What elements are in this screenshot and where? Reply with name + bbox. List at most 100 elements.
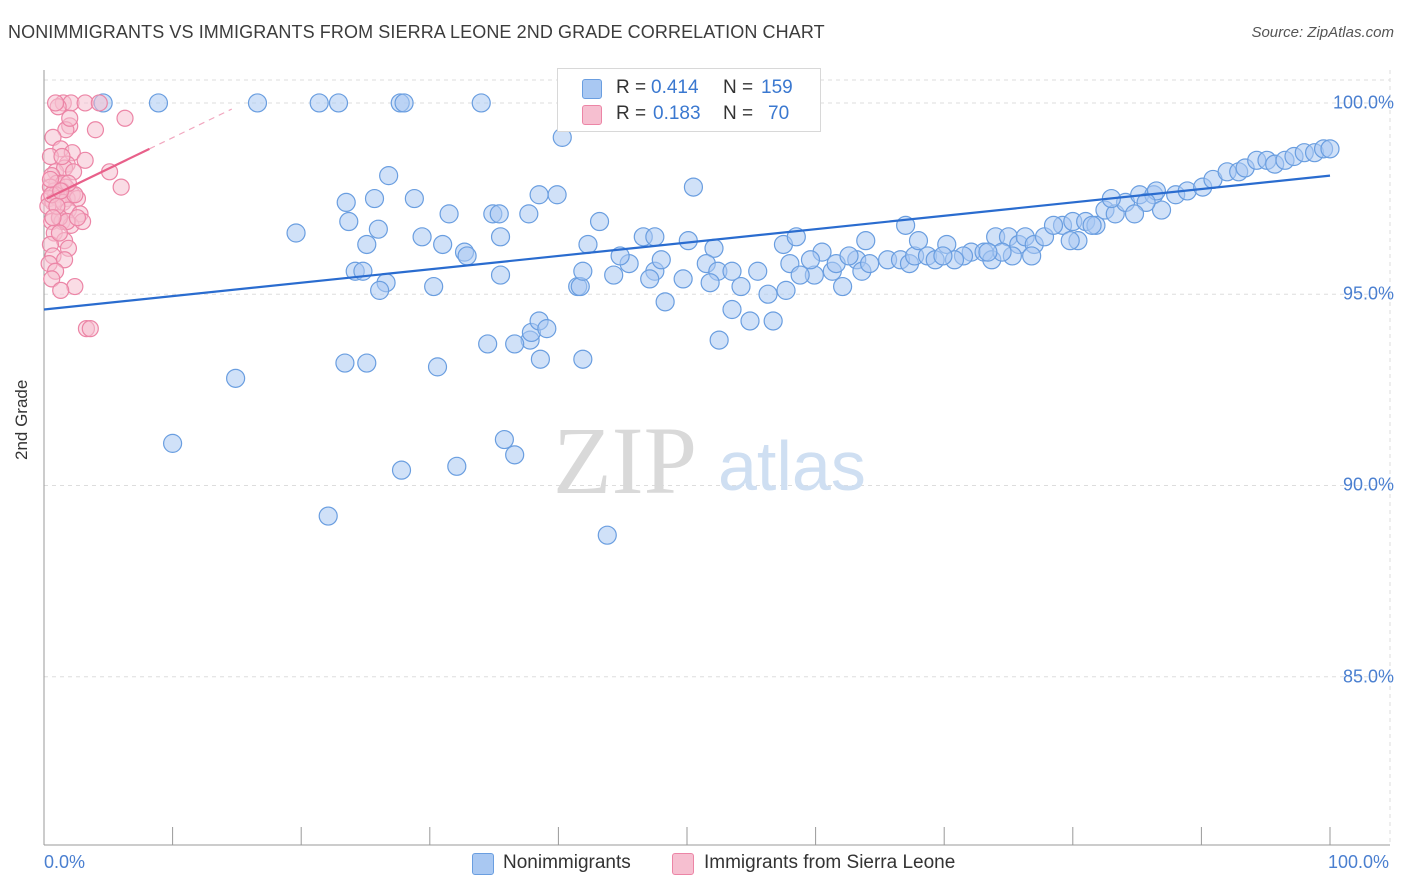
nonimmigrants-point	[722, 299, 742, 320]
nonimmigrants-point	[645, 227, 665, 247]
nonimmigrants-point	[776, 280, 796, 300]
bottom-legend-label-sierra-leone: Immigrants from Sierra Leone	[704, 852, 956, 873]
nonimmigrants-point	[391, 460, 412, 480]
sierra-leone-point	[112, 178, 130, 196]
sierra-leone-point	[66, 277, 84, 296]
nonimmigrants-point	[573, 349, 593, 369]
sierra-leone-point	[41, 170, 60, 189]
nonimmigrants-point	[505, 445, 525, 465]
sierra-leone-point	[46, 94, 65, 112]
series-nonimmigrants-points	[93, 93, 1340, 545]
nonimmigrants-point	[655, 292, 675, 312]
nonimmigrants-point	[490, 265, 511, 285]
legend-r-value: 0.414	[651, 77, 699, 98]
nonimmigrants-point	[505, 334, 525, 354]
watermark: ZIP atlas	[553, 407, 866, 514]
nonimmigrants-point	[394, 93, 414, 113]
trend-line-nonimmigrants	[43, 174, 1331, 311]
sierra-leone-point	[50, 224, 69, 242]
nonimmigrants-point	[368, 219, 388, 239]
nonimmigrants-point	[529, 185, 549, 205]
nonimmigrants-point	[379, 166, 399, 186]
nonimmigrants-point	[839, 246, 859, 266]
nonimmigrants-point	[1043, 215, 1064, 235]
nonimmigrants-point	[1082, 215, 1102, 235]
watermark-zip: ZIP	[553, 407, 697, 514]
nonimmigrants-point	[578, 234, 598, 255]
nonimmigrants-point	[547, 185, 567, 205]
nonimmigrants-point	[318, 506, 338, 526]
nonimmigrants-point	[1022, 246, 1042, 266]
y-tick-label: 90.0%	[1342, 474, 1394, 495]
sierra-leone-point	[52, 281, 70, 299]
sierra-leone-point	[76, 151, 94, 169]
nonimmigrants-point	[1320, 139, 1340, 159]
nonimmigrants-point	[478, 334, 498, 354]
legend-n-value: 159	[761, 77, 793, 98]
nonimmigrants-point	[490, 227, 511, 247]
legend-r-label: R =	[616, 103, 647, 124]
sierra-leone-point	[90, 94, 108, 112]
y-tick-label: 95.0%	[1342, 283, 1394, 304]
sierra-leone-point	[44, 209, 62, 227]
nonimmigrants-point	[424, 276, 444, 297]
nonimmigrants-point	[286, 223, 306, 243]
nonimmigrants-point	[226, 368, 246, 388]
nonimmigrants-point	[247, 93, 268, 113]
nonimmigrants-point	[412, 227, 432, 247]
nonimmigrants-point	[610, 246, 630, 266]
nonimmigrants-point	[860, 254, 880, 274]
nonimmigrants-point	[357, 234, 377, 255]
y-tick-label: 100.0%	[1332, 92, 1394, 113]
legend-r-value: 0.183	[653, 103, 701, 124]
nonimmigrants-point	[573, 261, 593, 281]
nonimmigrants-point	[357, 353, 377, 373]
nonimmigrants-point	[336, 192, 356, 212]
nonimmigrants-point	[339, 211, 359, 232]
nonimmigrants-point	[370, 280, 390, 300]
sierra-leone-point	[86, 121, 105, 139]
nonimmigrants-point	[740, 311, 760, 331]
sierra-leone-point	[68, 209, 87, 227]
nonimmigrants-point	[328, 93, 349, 113]
y-tick-label: 85.0%	[1342, 666, 1394, 687]
nonimmigrants-point	[364, 188, 385, 209]
nonimmigrants-point	[758, 284, 778, 304]
legend-n-label: N =	[723, 103, 754, 124]
watermark-atlas: atlas	[718, 427, 866, 505]
nonimmigrants-point	[335, 353, 355, 373]
nonimmigrants-point	[447, 456, 467, 476]
legend-r-label: R =	[616, 77, 647, 98]
nonimmigrants-point	[722, 261, 742, 281]
legend-row-nonimmigrants: R = 0.414 N = 159	[558, 75, 820, 101]
trend-lines	[43, 108, 1331, 311]
nonimmigrants-point	[309, 93, 329, 113]
legend-n-label: N =	[723, 77, 754, 98]
sierra-leone-point	[61, 109, 79, 127]
sierra-leone-point	[43, 270, 61, 288]
nonimmigrants-point	[1136, 192, 1156, 212]
nonimmigrants-point	[604, 265, 624, 285]
x-tick-label-max: 100.0%	[1328, 852, 1390, 872]
nonimmigrants-point	[404, 188, 424, 209]
nonimmigrants-point	[1060, 231, 1080, 251]
chart-title: NONIMMIGRANTS VS IMMIGRANTS FROM SIERRA …	[8, 22, 825, 42]
trend-line-sierra-leone	[46, 147, 150, 200]
nonimmigrants-point	[683, 177, 704, 197]
nonimmigrants-point	[1124, 204, 1145, 224]
nonimmigrants-point	[856, 231, 876, 251]
nonimmigrants-point	[597, 525, 617, 545]
nonimmigrants-point	[978, 242, 998, 262]
nonimmigrants-point	[800, 250, 821, 270]
y-axis-label: 2nd Grade	[12, 379, 31, 460]
nonimmigrants-point	[700, 273, 720, 293]
nonimmigrants-point	[489, 204, 509, 224]
nonimmigrants-point	[640, 269, 660, 289]
nonimmigrants-point	[1151, 200, 1172, 220]
legend-n-value: 70	[768, 103, 790, 124]
nonimmigrants-point	[678, 231, 698, 251]
nonimmigrants-point	[589, 211, 610, 232]
sierra-leone-point	[116, 109, 134, 127]
source-label: Source: ZipAtlas.com	[1251, 24, 1394, 41]
